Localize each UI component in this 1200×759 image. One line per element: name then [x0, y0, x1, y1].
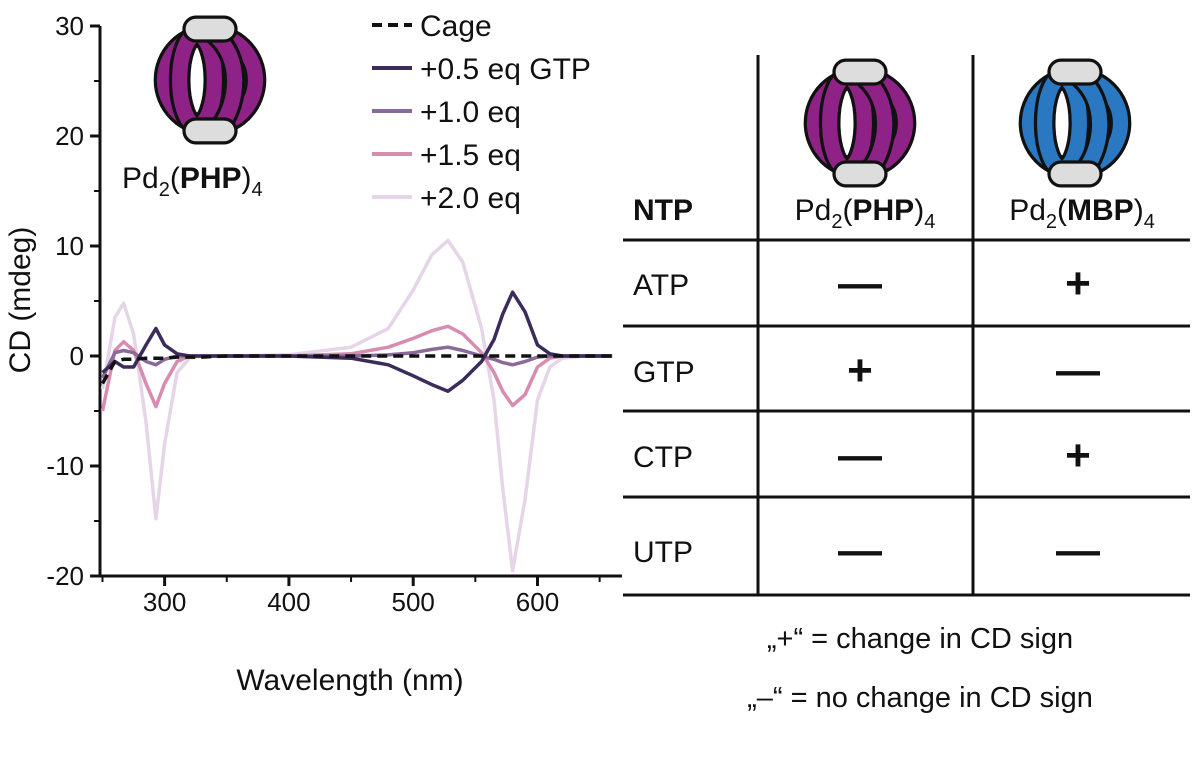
table-cell: —	[838, 431, 882, 480]
series-line	[100, 238, 613, 573]
table: NTP Pd2(PHP)4 Pd2(MBP)4 ATP — + GTP + — CTP — + U…	[623, 55, 1190, 597]
legend-label: +2.0 eq	[420, 182, 521, 215]
header-cell: Pd2(MBP)4	[1009, 194, 1155, 233]
x-tick-label: 300	[143, 587, 186, 617]
legend-label: +1.5 eq	[420, 139, 521, 172]
table-cell: —	[1056, 526, 1100, 575]
legend-label: Cage	[420, 10, 492, 43]
legend-label: +1.0 eq	[420, 96, 521, 129]
table-cell: —	[1056, 346, 1100, 395]
legend-label: +0.5 eq GTP	[420, 53, 591, 86]
cage-label: Pd2(PHP)4	[122, 162, 263, 201]
cage-icon	[815, 60, 906, 186]
cage-icon	[1030, 60, 1121, 186]
y-tick-label: 30	[55, 11, 84, 41]
table-cell: +	[847, 346, 873, 395]
y-axis-title: CD (mdeg)	[4, 227, 37, 374]
table-cell: UTP	[633, 536, 693, 569]
header-cell: NTP	[633, 194, 693, 227]
y-tick-label: 20	[55, 121, 84, 151]
y-tick-label: 10	[55, 231, 84, 261]
series-line	[100, 345, 613, 379]
series-line	[100, 324, 613, 412]
y-tick-label: -10	[46, 451, 84, 481]
table-cell: +	[1065, 259, 1091, 308]
series-line	[100, 354, 613, 385]
footnote: „–“ = no change in CD sign	[747, 682, 1093, 714]
plot-area: -20 -10 0 10 20 30 300 400 500 600	[46, 11, 622, 617]
x-tick-label: 400	[267, 587, 310, 617]
series-line	[101, 290, 613, 393]
legend: Cage +0.5 eq GTP +1.0 eq +1.5 eq +2.0 eq	[372, 10, 591, 215]
header-cell: Pd2(PHP)4	[795, 194, 936, 233]
y-tick-label: 0	[70, 341, 84, 371]
footnote: „+“ = change in CD sign	[767, 623, 1073, 655]
x-tick-label: 600	[516, 587, 559, 617]
table-cell: GTP	[633, 356, 695, 389]
x-tick-label: 500	[392, 587, 435, 617]
x-axis-title: Wavelength (nm)	[236, 664, 463, 697]
table-cell: —	[838, 259, 882, 308]
table-cell: CTP	[633, 441, 693, 474]
table-cell: —	[838, 526, 882, 575]
y-tick-label: -20	[46, 561, 84, 591]
table-cell: ATP	[633, 269, 689, 302]
cage-icon	[165, 17, 256, 143]
table-cell: +	[1065, 431, 1091, 480]
